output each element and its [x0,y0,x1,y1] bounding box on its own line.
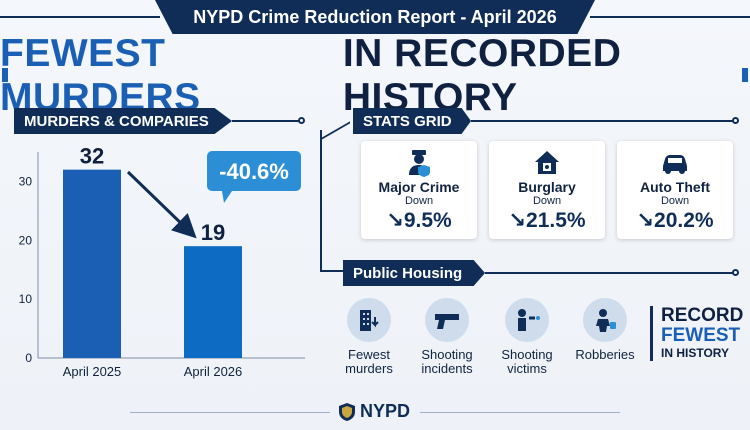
housing-label: Shooting victims [501,347,553,376]
record-line-1: RECORD [661,305,744,326]
housing-item-shooting-incidents: Shooting incidents [411,298,483,376]
housing-connector-stub [320,270,346,272]
section-stats-tag: STATS GRID [353,108,471,134]
stats-top-connector [320,121,350,141]
y-tick-label: 0 [25,351,32,365]
car-icon [660,147,690,177]
housing-item-shooting-victims: Shooting victims [491,298,563,376]
murders-connector [232,120,300,122]
footer-line-left [130,412,330,413]
stat-value: ↘9.5% [386,209,452,232]
bar-value-label: 32 [80,144,104,169]
house-icon [532,147,562,177]
headline-accent: FEWEST MURDERS [0,32,201,119]
category-label: April 2025 [63,364,122,379]
footer-line-right [420,412,620,413]
handgun-icon [425,298,469,342]
change-callout-label: -40.6% [219,159,289,184]
bar-april-2026 [184,246,242,358]
headline-rest: IN RECORDED HISTORY [342,32,622,119]
stat-status: Down [660,195,690,207]
stat-card-major-crime: Major Crime Down ↘9.5% [361,141,477,239]
stat-card-auto-theft: Auto Theft Down ↘20.2% [617,141,733,239]
housing-label: Fewest murders [345,347,393,376]
record-line-3: IN HISTORY [661,346,730,360]
section-housing-label: Public Housing [353,264,463,282]
stats-vertical-connector [320,130,322,270]
stat-title: Auto Theft [640,179,710,195]
housing-label: Robberies [575,347,635,362]
stat-card-burglary: Burglary Down ↘21.5% [489,141,605,239]
page-headline: FEWEST MURDERS IN RECORDED HISTORY [0,32,750,119]
y-tick-label: 10 [19,292,33,306]
victim-icon [505,298,549,342]
stat-title: Major Crime [378,179,460,195]
banner-line-right [590,16,750,18]
housing-connector-dot [732,269,739,276]
bar-april-2025 [63,169,121,358]
headline-bar-left [2,68,8,82]
stats-connector [471,120,733,122]
headline-bar-right [742,68,748,82]
nypd-shield-icon [339,402,355,421]
section-murders-tag: MURDERS & COMPARIES [14,108,232,134]
trend-arrow [126,170,197,239]
section-housing-tag: Public Housing [343,260,485,286]
nypd-logo-text: NYPD [360,401,411,421]
murders-bar-chart: 0 10 20 30 32 April 2025 19 April 2026 -40.6% [19,144,305,379]
stat-value: ↘20.2% [636,209,714,232]
y-tick-label: 20 [19,233,33,247]
change-callout: -40.6% [207,151,301,203]
banner-line-left [0,16,160,18]
category-label: April 2026 [184,364,243,379]
bar-value-label: 19 [201,220,225,245]
nypd-logo: NYPD [338,401,410,422]
report-banner: NYPD Crime Reduction Report - April 2026 [155,0,595,34]
banner-title: NYPD Crime Reduction Report - April 2026 [193,6,557,27]
housing-item-murders: Fewest murders [333,298,405,376]
section-murders-label: MURDERS & COMPARIES [24,112,209,130]
record-line-2: FEWEST [661,325,741,346]
stat-value: ↘21.5% [508,209,586,232]
y-tick-label: 30 [19,174,33,188]
housing-item-robberies: Robberies [569,298,641,362]
robber-icon [583,298,627,342]
stats-connector-dot [732,117,739,124]
stat-status: Down [404,195,434,207]
record-callout: RECORD FEWEST IN HISTORY [650,305,744,361]
stat-status: Down [532,195,562,207]
murders-connector-dot [298,117,305,124]
officer-icon [404,147,434,177]
building-icon [347,298,391,342]
section-stats-label: STATS GRID [363,112,452,130]
housing-label: Shooting incidents [421,347,473,376]
housing-connector [485,272,733,274]
stat-title: Burglary [518,179,576,195]
